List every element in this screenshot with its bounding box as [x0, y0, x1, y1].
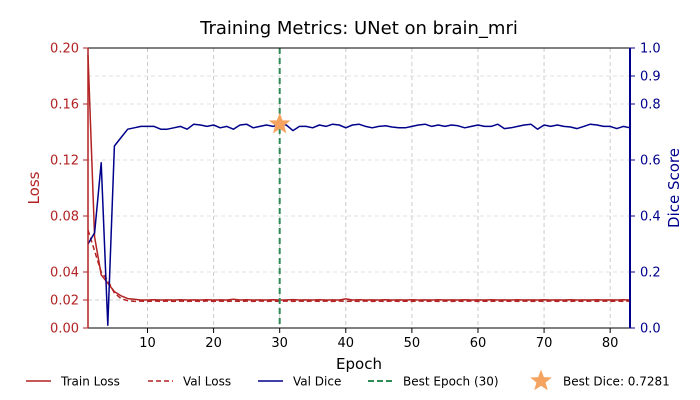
legend-label-3: Best Epoch (30): [403, 375, 499, 389]
legend-item-0: Train Loss: [26, 375, 120, 389]
x-tick-label-1: 20: [205, 336, 222, 351]
legend: Train Loss Val Loss Val Dice Best Epoch (30…: [26, 369, 670, 391]
legend-label-0: Train Loss: [60, 375, 120, 389]
legend-label-4: Best Dice: 0.7281: [563, 375, 670, 389]
x-tick-label-6: 70: [536, 336, 553, 351]
right-y-tick-label-0: 0.0: [640, 322, 661, 337]
x-tick-label-0: 10: [139, 336, 156, 351]
left-y-tick-label-6: 0.20: [50, 42, 79, 57]
x-tick-label-4: 50: [404, 336, 421, 351]
left-y-tick-label-0: 0.00: [50, 322, 79, 337]
right-y-axis-ticks: 0.0 0.2 0.4 0.6 0.8 0.9 1.0: [630, 42, 661, 337]
legend-label-2: Val Dice: [293, 375, 341, 389]
left-y-tick-label-1: 0.02: [50, 294, 79, 309]
left-y-tick-label-4: 0.12: [50, 154, 79, 169]
left-y-tick-label-3: 0.08: [50, 210, 79, 225]
left-y-axis-ticks: 0.00 0.02 0.04 0.08 0.12 0.16 0.20: [50, 42, 88, 337]
right-y-tick-label-2: 0.4: [640, 210, 661, 225]
series-val-dice: [87, 123, 631, 326]
x-axis-ticks: 10 20 30 40 50 60 70 80: [139, 328, 618, 351]
legend-label-1: Val Loss: [183, 375, 231, 389]
left-y-tick-label-5: 0.16: [50, 98, 79, 113]
left-y-tick-label-2: 0.04: [50, 266, 79, 281]
plot-frame: [87, 47, 631, 329]
x-tick-label-7: 80: [602, 336, 619, 351]
right-y-tick-label-3: 0.6: [640, 154, 661, 169]
legend-item-2: Val Dice: [258, 375, 341, 389]
plot-lines: [87, 48, 631, 328]
x-tick-label-5: 60: [470, 336, 487, 351]
legend-item-3: Best Epoch (30): [368, 375, 499, 389]
right-y-tick-label-1: 0.2: [640, 266, 661, 281]
series-train-loss: [87, 54, 631, 301]
right-y-tick-label-6: 1.0: [640, 42, 661, 57]
right-y-tick-label-4: 0.8: [640, 98, 661, 113]
right-y-tick-label-5: 0.9: [640, 70, 661, 85]
best-dice-marker: [268, 112, 291, 134]
grid: [88, 48, 630, 328]
legend-item-1: Val Loss: [148, 375, 231, 389]
chart-title: Training Metrics: UNet on brain_mri: [199, 18, 518, 39]
left-y-axis-label: Loss: [25, 171, 43, 204]
right-y-axis-label: Dice Score: [665, 148, 683, 228]
legend-item-4: Best Dice: 0.7281: [530, 369, 670, 391]
legend-star-icon: [530, 369, 552, 391]
x-axis-label: Epoch: [336, 355, 382, 373]
x-tick-label-3: 40: [338, 336, 355, 351]
x-tick-label-2: 30: [271, 336, 288, 351]
series-val-loss: [87, 229, 631, 303]
